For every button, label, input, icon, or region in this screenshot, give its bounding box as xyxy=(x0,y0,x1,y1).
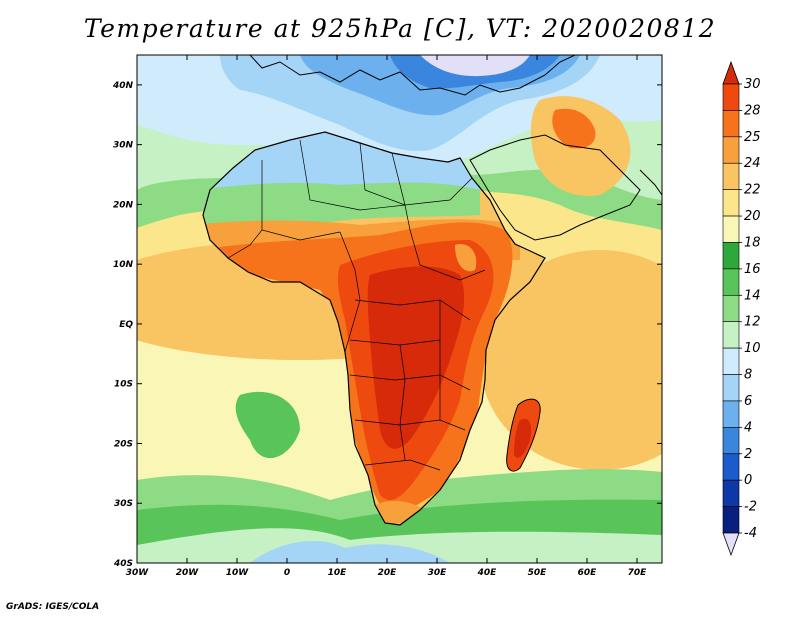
colorbar-label: -4 xyxy=(744,526,757,541)
y-tick-label: 20N xyxy=(113,200,134,210)
field-arabia-hot xyxy=(552,108,596,149)
y-axis-ticks: 40N 30N 20N 10N EQ 10S 20S 30S 40S xyxy=(112,81,662,569)
colorbar-label: 4 xyxy=(744,420,752,435)
plot-frame xyxy=(136,54,663,564)
x-tick-label: 30E xyxy=(428,568,448,578)
y-tick-label: 40N xyxy=(112,81,134,91)
x-tick-label: 40E xyxy=(477,568,498,578)
grads-credit: GrADS: IGES/COLA xyxy=(6,602,100,612)
x-tick-label: 70E xyxy=(628,568,648,578)
chart-title: Temperature at 925hPa [C], VT: 202002081… xyxy=(83,14,717,43)
land-ethiopia-cool xyxy=(455,244,477,272)
x-tick-label: 20W xyxy=(176,568,200,578)
colorbar-swatch xyxy=(722,347,740,375)
colorbar-swatch xyxy=(722,427,740,455)
x-tick-label: 10E xyxy=(328,568,348,578)
x-axis-ticks: 30W 20W 10W 0 10E 20E 30E 40E 50E 60E 70E xyxy=(126,55,647,578)
africa-coastline xyxy=(202,131,546,526)
country-borders xyxy=(227,139,486,471)
colorbar-swatch xyxy=(722,242,740,270)
colorbar-swatch xyxy=(722,294,740,323)
x-tick-label: 30W xyxy=(126,568,150,578)
colorbar-label: 18 xyxy=(744,235,761,250)
colorbar-swatch xyxy=(722,215,740,243)
colorbar-label: 25 xyxy=(744,130,761,145)
colorbar-swatch xyxy=(722,400,740,428)
india-coastline xyxy=(639,169,662,196)
x-tick-label: 0 xyxy=(284,568,290,578)
land-sahel-green xyxy=(203,182,480,232)
arabia-coastline xyxy=(469,134,641,241)
colorbar-label: 12 xyxy=(744,315,761,330)
colorbar-label: 16 xyxy=(744,262,761,277)
colorbar-swatch xyxy=(722,506,740,534)
colorbar-label: 22 xyxy=(744,183,761,198)
colorbar-swatch xyxy=(722,479,740,507)
colorbar-swatch xyxy=(722,189,740,217)
y-tick-label: 10S xyxy=(114,380,133,390)
y-tick-label: 10N xyxy=(113,260,134,270)
colorbar-swatch xyxy=(722,321,740,349)
colorbar-label: -2 xyxy=(744,500,757,515)
colorbar-swatch xyxy=(722,136,740,164)
x-tick-label: 60E xyxy=(578,568,598,578)
colorbar-label: 28 xyxy=(744,103,761,118)
colorbar-label: 10 xyxy=(744,341,761,356)
x-tick-label: 50E xyxy=(528,568,548,578)
colorbar-label: 6 xyxy=(744,394,752,409)
field-atlantic-green xyxy=(235,391,300,459)
colorbar-label: 20 xyxy=(744,209,761,224)
colorbar-swatch xyxy=(722,374,740,402)
europe-coastline xyxy=(249,55,576,96)
field-north-lavender xyxy=(420,55,530,77)
y-tick-label: 20S xyxy=(114,439,133,449)
colorbar-bottom-triangle xyxy=(722,532,740,557)
colorbar-swatch xyxy=(722,453,740,481)
colorbar-top-triangle xyxy=(722,60,740,85)
madagascar-core xyxy=(514,418,532,458)
y-tick-label: 30N xyxy=(113,141,134,151)
x-tick-label: 10W xyxy=(226,568,250,578)
x-tick-label: 20E xyxy=(378,568,398,578)
colorbar-label: 0 xyxy=(744,473,752,488)
colorbar-label: 8 xyxy=(744,368,752,383)
colorbar-label: 30 xyxy=(744,77,761,92)
colorbar-swatch xyxy=(722,268,740,296)
colorbar-swatch xyxy=(722,83,740,111)
colorbar-swatch xyxy=(722,162,740,190)
colorbar-label: 24 xyxy=(744,156,761,171)
madagascar-coastline xyxy=(506,398,541,472)
field-south-blue xyxy=(250,540,450,563)
colorbar-swatch xyxy=(722,110,740,138)
y-tick-label: 30S xyxy=(114,499,133,509)
y-tick-label: 40S xyxy=(113,559,133,569)
colorbar-label: 2 xyxy=(744,447,752,462)
y-tick-label: EQ xyxy=(119,320,133,330)
colorbar-label: 14 xyxy=(744,288,761,303)
